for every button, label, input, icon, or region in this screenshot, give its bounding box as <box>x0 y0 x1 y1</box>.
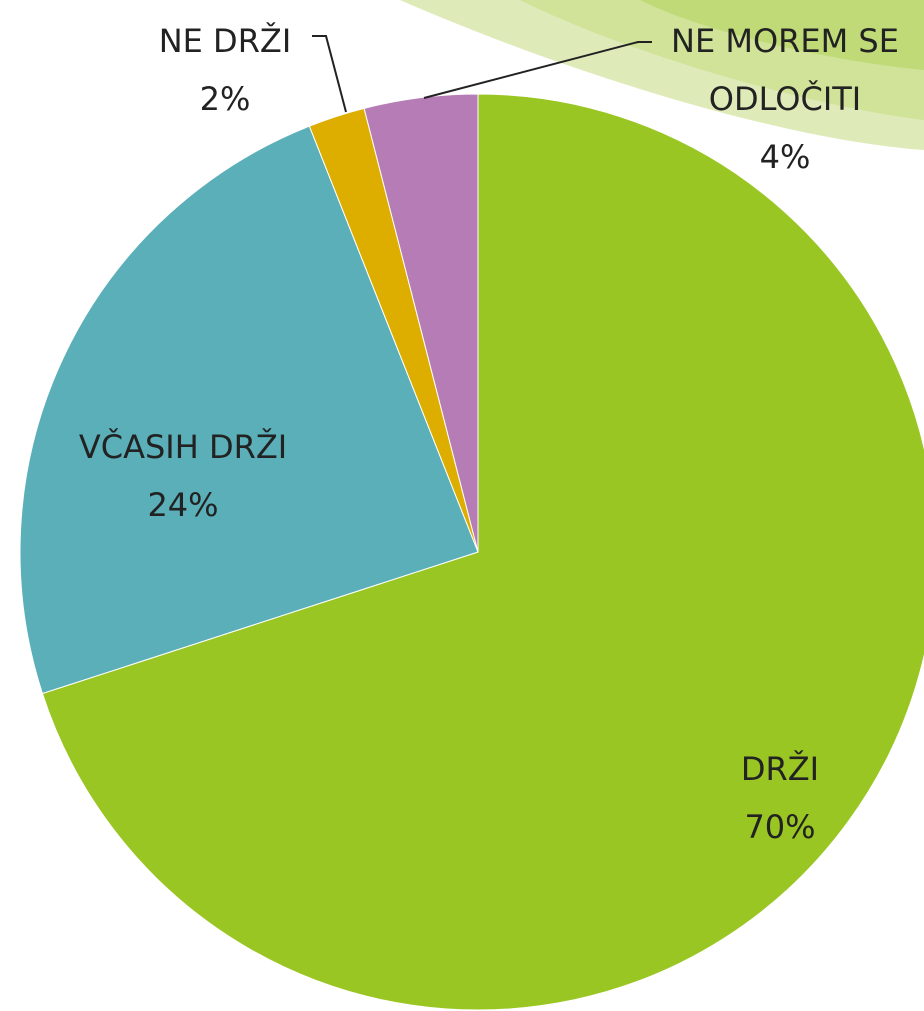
category-label: NE DRŽI <box>125 12 325 70</box>
page: {"chart_data": {"type": "pie", "categori… <box>0 0 924 1011</box>
value-label: 70% <box>680 798 880 856</box>
pie <box>20 94 924 1010</box>
category-label: NE MOREM SE ODLOČITI <box>650 12 920 128</box>
value-label: 2% <box>125 70 325 128</box>
value-label: 4% <box>650 128 920 186</box>
value-label: 24% <box>33 476 333 534</box>
category-label: VČASIH DRŽI <box>33 418 333 476</box>
category-label: DRŽI <box>680 740 880 798</box>
